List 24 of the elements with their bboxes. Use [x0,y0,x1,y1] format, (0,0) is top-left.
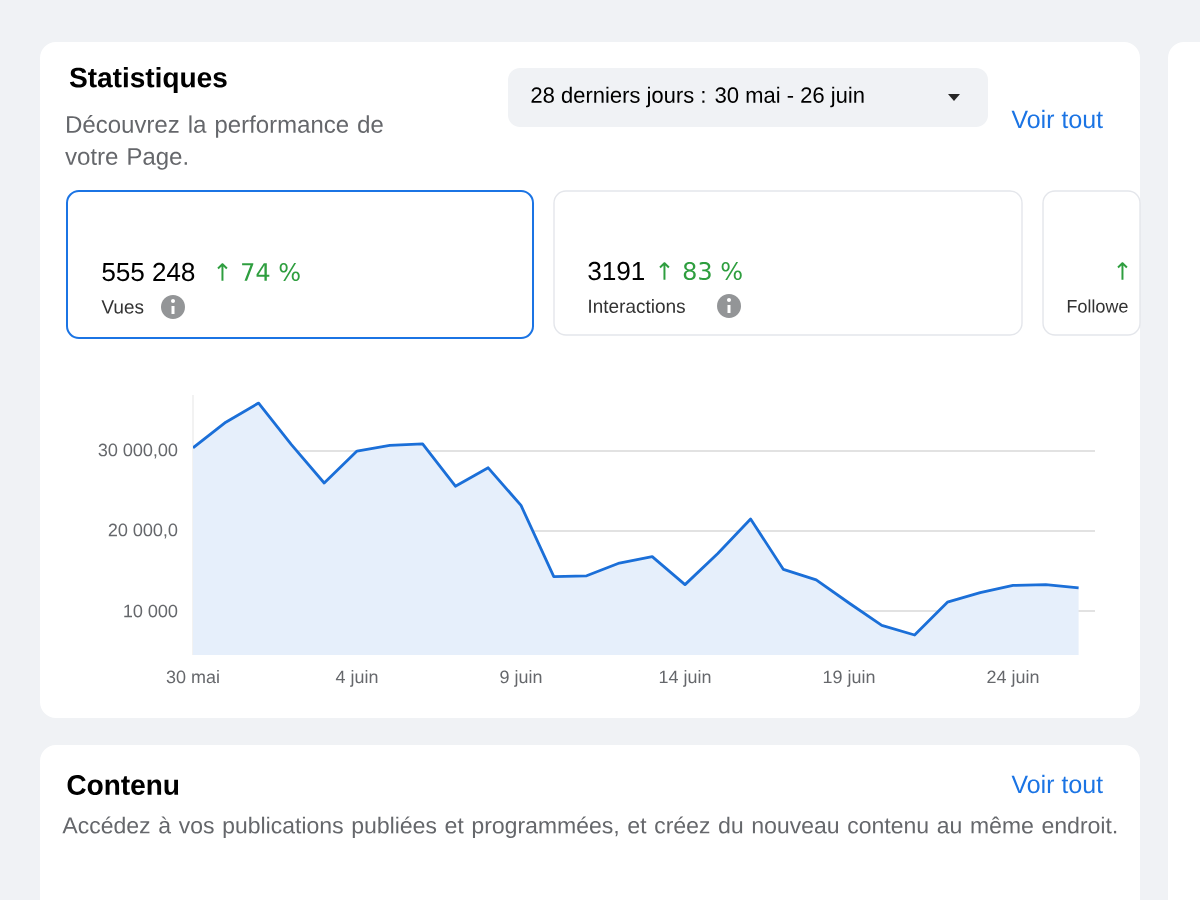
x-tick-label: 24 juin [987,670,1039,687]
y-tick-label: 20 000,0 [108,523,178,539]
x-tick-label: 4 juin [335,670,378,687]
text: Vues [101,300,144,314]
x-tick-label: 19 juin [823,670,875,687]
text: Contenu [67,775,179,795]
text: Interactions [589,299,685,313]
text: Followe [1067,299,1128,313]
y-tick-label: 10 000 [124,604,178,618]
x-tick-label: 9 juin [500,670,542,687]
text: ↑ 83 % [659,261,742,281]
text: ↑ 74 % [217,262,300,282]
y-tick-label: 30 000,00 [98,443,178,459]
chart-title: Statistiques [69,66,227,94]
text: 3191 [588,261,644,281]
text: ↑ [1117,262,1128,280]
text: Accédez à vos publications publiées et programmées, et créez du nouveau contenu au même endroit. [62,816,1117,839]
text: 28 derniers jours : 30 mai - 26 juin [531,86,864,108]
chart-subtitle: Découvrez la performance de votre Page. [65,115,383,170]
text: 555 248 [102,262,195,282]
text: Voir tout [1011,109,1103,129]
text: Voir tout [1011,774,1103,794]
x-tick-label: 30 mai [166,670,219,684]
x-tick-label: 14 juin [659,670,711,687]
